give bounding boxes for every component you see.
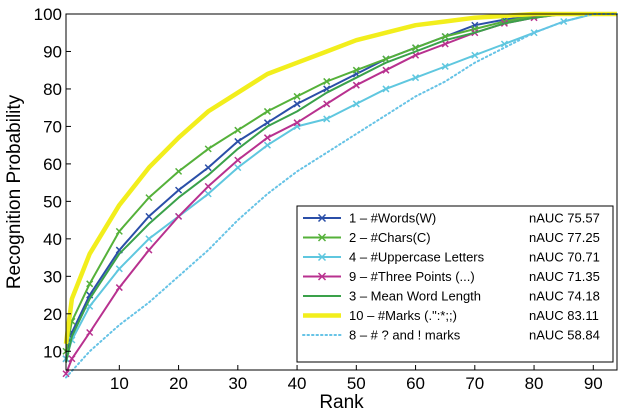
data-point <box>293 100 301 108</box>
y-tick-label: 30 <box>43 267 62 286</box>
x-tick-label: 30 <box>228 374 247 393</box>
data-point <box>263 107 271 115</box>
data-point <box>115 284 123 292</box>
series-6 <box>65 13 618 379</box>
y-tick-label: 50 <box>43 192 62 211</box>
legend-entry: 8 – # ? and ! marks nAUC 58.84 <box>302 328 600 343</box>
data-point <box>204 190 212 198</box>
legend-marker <box>317 272 327 281</box>
legend-nauc-value: nAUC 75.57 <box>529 211 600 226</box>
legend-entry: 3 – Mean Word Length nAUC 74.18 <box>303 289 600 304</box>
x-tick-label: 80 <box>525 374 544 393</box>
data-point <box>323 77 331 85</box>
y-tick-label: 10 <box>43 342 62 361</box>
y-tick-label: 40 <box>43 230 62 249</box>
legend-entry: 2 – #Chars(C) nAUC 77.25 <box>303 230 600 245</box>
legend-label: 8 – # ? and ! marks <box>349 328 461 343</box>
legend-label: 3 – Mean Word Length <box>349 289 481 304</box>
x-tick-label: 10 <box>110 374 129 393</box>
series-line <box>65 13 617 363</box>
y-tick-label: 100 <box>34 5 62 24</box>
data-point <box>263 141 271 149</box>
data-point <box>86 328 94 337</box>
legend-nauc-value: nAUC 74.18 <box>529 289 600 304</box>
plot-frame <box>65 13 618 371</box>
data-point <box>293 92 301 100</box>
data-point <box>175 167 183 175</box>
data-point <box>382 66 390 74</box>
data-point <box>204 182 212 190</box>
data-point <box>115 265 123 273</box>
data-point <box>352 100 360 108</box>
y-tick-label: 80 <box>43 80 62 99</box>
legend-nauc-value: nAUC 83.11 <box>529 308 599 323</box>
legend-marker <box>317 213 327 223</box>
legend-marker <box>317 233 327 242</box>
data-point <box>115 227 123 235</box>
y-tick-label: 70 <box>43 117 62 136</box>
legend-entry: 4 – #Uppercase Letters nAUC 70.71 <box>303 250 600 265</box>
data-point <box>145 235 153 243</box>
data-point <box>234 137 242 145</box>
legend-entry: 1 – #Words(W) nAUC 75.57 <box>303 211 600 226</box>
data-point <box>145 194 153 202</box>
x-tick-label: 50 <box>347 374 366 393</box>
data-point <box>293 119 301 127</box>
y-tick-label: 60 <box>43 155 62 174</box>
legend-nauc-value: nAUC 58.84 <box>529 328 600 343</box>
y-axis-title: Recognition Probability <box>4 94 25 289</box>
legend: 1 – #Words(W) nAUC 75.57 2 – #Chars(C) nAUC… <box>296 205 614 363</box>
legend-nauc-value: nAUC 70.71 <box>529 250 600 265</box>
data-point <box>471 51 479 59</box>
y-tick-label: 90 <box>43 42 62 61</box>
legend-label: 10 – #Marks (.":*;;) <box>349 308 457 323</box>
series-line <box>63 11 617 345</box>
data-point <box>234 156 242 164</box>
data-point <box>382 85 390 93</box>
data-point <box>234 164 242 172</box>
data-point <box>323 115 331 123</box>
legend-label: 2 – #Chars(C) <box>349 230 431 245</box>
data-point <box>68 355 76 363</box>
data-point <box>441 62 449 70</box>
series-layer <box>62 11 618 379</box>
legend-box <box>296 205 614 363</box>
series-5 <box>63 11 617 345</box>
data-point <box>175 212 183 220</box>
data-point <box>145 246 153 254</box>
legend-entry: 9 – #Three Points (...) nAUC 71.35 <box>303 269 600 284</box>
data-point <box>352 81 360 89</box>
data-point <box>441 32 449 41</box>
legend-label: 1 – #Words(W) <box>349 211 436 226</box>
legend-entry: 10 – #Marks (.":*;;) nAUC 83.11 <box>303 308 599 323</box>
x-axis-title: Rank <box>319 392 364 411</box>
data-point <box>323 100 331 108</box>
data-point <box>234 126 242 134</box>
x-tick-label: 40 <box>288 374 307 393</box>
legend-label: 4 – #Uppercase Letters <box>349 250 485 265</box>
legend-label: 9 – #Three Points (...) <box>349 269 475 284</box>
series-line <box>65 13 618 379</box>
data-point <box>86 280 94 288</box>
legend-marker <box>317 252 327 262</box>
data-point <box>145 212 153 220</box>
data-point <box>62 370 70 378</box>
data-point <box>412 74 420 82</box>
data-point <box>204 145 212 153</box>
data-point <box>204 164 212 172</box>
x-tick-label: 90 <box>584 374 603 393</box>
x-tick-label: 60 <box>406 374 425 393</box>
series-4 <box>65 13 617 363</box>
x-tick-label: 70 <box>465 374 484 393</box>
legend-nauc-value: nAUC 77.25 <box>529 230 600 245</box>
data-point <box>175 186 183 194</box>
ticks-layer: 10 20 30 40 50 60 70 80 90 10 20 30 40 50 60 70 80 90 100 <box>34 5 603 393</box>
data-point <box>352 66 360 74</box>
data-point <box>263 134 271 142</box>
y-tick-label: 20 <box>43 305 62 324</box>
legend-nauc-value: nAUC 71.35 <box>529 269 600 284</box>
x-tick-label: 20 <box>169 374 188 393</box>
